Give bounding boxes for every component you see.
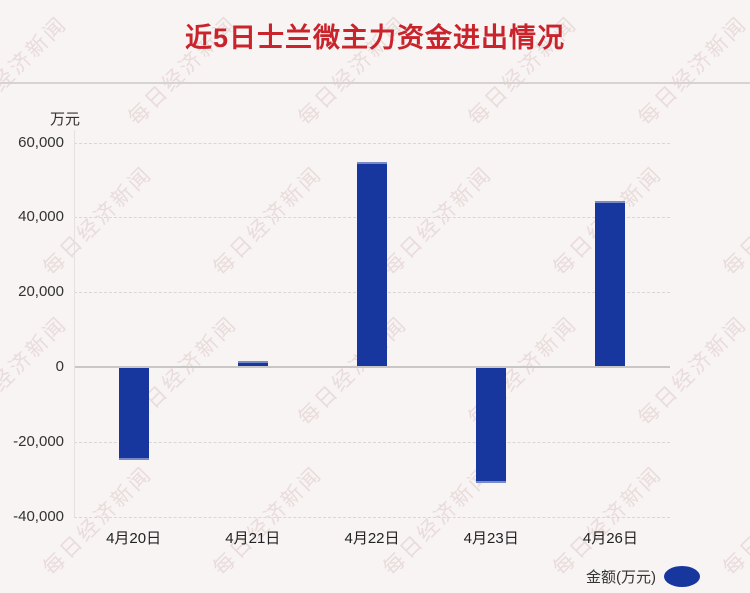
y-tick-label: 60,000 — [18, 133, 64, 151]
y-axis-unit-label: 万元 — [49, 111, 80, 128]
bar-4月20日[interactable] — [118, 368, 149, 460]
bar-end-cap — [357, 162, 387, 165]
gridline — [74, 441, 670, 443]
y-axis-line — [74, 130, 75, 517]
zero-gridline — [74, 366, 670, 368]
chart-title: 近5日士兰微主力资金进出情况 — [184, 23, 565, 53]
y-tick-label: 20,000 — [18, 283, 64, 301]
x-axis-label: 4月21日 — [225, 530, 281, 547]
legend[interactable]: 金额(万元) — [586, 566, 700, 587]
title-divider — [0, 82, 750, 84]
x-axis-label: 4月23日 — [463, 530, 519, 547]
y-tick-label: -20,000 — [13, 432, 64, 450]
watermark-text: 每日经济新闻 — [209, 462, 328, 581]
watermark-text: 每日经济新闻 — [719, 162, 750, 281]
watermark-text: 每日经济新闻 — [379, 162, 498, 281]
gridline — [74, 516, 670, 518]
legend-label: 金额(万元) — [586, 569, 656, 586]
x-axis-label: 4月22日 — [344, 530, 400, 547]
bar-4月21日[interactable] — [237, 360, 268, 366]
x-axis-label: 4月20日 — [106, 530, 162, 547]
bar-end-cap — [237, 360, 268, 363]
watermark-text: 每日经济新闻 — [549, 462, 668, 581]
bar-4月26日[interactable] — [595, 201, 626, 366]
bar-end-cap — [476, 481, 507, 484]
y-tick-label: 0 — [55, 358, 64, 375]
watermark-text: 每日经济新闻 — [294, 312, 413, 431]
bar-end-cap — [595, 201, 626, 204]
y-tick-label: -40,000 — [13, 507, 64, 525]
x-axis-label: 4月26日 — [582, 530, 638, 547]
y-tick-label: 40,000 — [18, 208, 64, 226]
bar-end-cap — [118, 457, 149, 460]
bar-4月22日[interactable] — [357, 162, 387, 366]
legend-series-marker-icon — [664, 566, 700, 587]
watermark-text: 每日经济新闻 — [209, 162, 328, 281]
watermark-text: 每日经济新闻 — [634, 312, 750, 431]
gridline — [74, 142, 670, 144]
watermark-text: 每日经济新闻 — [719, 462, 750, 581]
bar-4月23日[interactable] — [476, 368, 507, 484]
